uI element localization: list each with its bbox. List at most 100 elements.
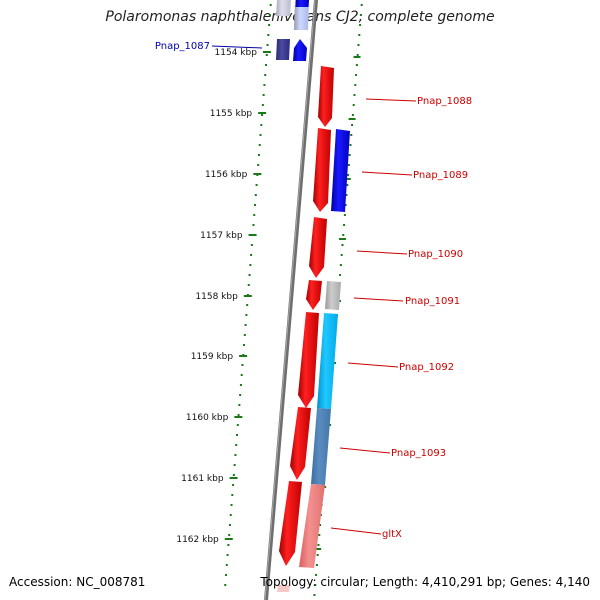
label-leader-lines [211,45,417,535]
ring-dot [353,94,356,96]
ring-dot [359,24,362,26]
gene-label[interactable]: Pnap_1088 [417,96,472,107]
scale-dot [226,554,229,556]
ring-dot [341,244,344,246]
scale-dot [239,384,242,386]
leader-line [361,171,413,176]
accession-label: Accession: NC_008781 [9,575,146,589]
scale-dot [250,244,253,246]
ring-dot [315,564,318,566]
gene-label[interactable]: Pnap_1091 [405,296,460,307]
bottom-partial-feature [277,585,290,592]
ring-dot [354,84,357,86]
scale-dot [231,494,234,496]
scale-dot [229,514,232,516]
leader-line [356,250,408,255]
leader-line [347,362,399,368]
ring-dot [352,104,355,106]
leader-line [211,45,263,49]
scale-dot [257,154,260,156]
scale-dot [257,164,260,166]
genome-backbone [264,0,318,600]
gene-pnap-1091-grey [325,281,341,310]
tick-label: 1161 kbp [181,474,224,484]
scale-dot [266,44,269,46]
gene-label[interactable]: Pnap_1093 [391,448,446,459]
ring-dot [319,524,322,526]
gene-pnap-1093-red [290,407,311,480]
ring-dot [339,264,342,266]
gene-pnap-1091-red [306,280,322,310]
scale-dot [246,304,249,306]
ring-tick [353,56,361,58]
tick-label: 1155 kbp [210,109,253,119]
top-partial-feature-blue [295,0,309,7]
ring-dot [343,224,346,226]
gene-label[interactable]: gltX [382,529,402,540]
scale-dot [261,104,264,106]
genome-backbone-highlight [264,0,316,600]
ring-dot [355,74,358,76]
ring-dot [316,554,319,556]
ring-dot [348,154,351,156]
position-scale [224,4,272,586]
gene-label[interactable]: Pnap_1089 [413,170,468,181]
leader-line [339,447,391,454]
major-tick [234,416,243,418]
scale-dot [265,54,268,56]
gene-label[interactable]: Pnap_1090 [408,249,463,260]
top-partial-feature-grey [276,0,291,16]
ring-dot [344,204,347,206]
scale-dot [228,524,231,526]
scale-dot [269,4,272,6]
major-tick [229,477,238,479]
ring-dot [359,14,362,16]
scale-dot [268,24,271,26]
gene-gltx-pink [299,484,325,568]
scale-dot [232,484,235,486]
scale-dot [225,564,228,566]
scale-dot [258,144,261,146]
scale-dot [243,344,246,346]
scale-dot [241,364,244,366]
gene-pnap-1090 [309,217,327,278]
ring-tick [348,118,356,120]
scale-dot [259,134,262,136]
tick-label: 1160 kbp [186,413,229,423]
scale-dot [238,404,241,406]
scale-dot [262,94,265,96]
ring-dot [343,214,346,216]
genome-summary-label: Topology: circular; Length: 4,410,291 bp… [260,575,590,589]
top-partial-feature-lavender [294,0,309,30]
ring-dot [345,194,348,196]
gene-pnap-1092-cyan [317,313,338,409]
gene-label[interactable]: Pnap_1092 [399,362,454,373]
scale-dot [235,444,238,446]
scale-dot [252,224,255,226]
gene-labels: Pnap_1087 Pnap_1088 Pnap_1089 Pnap_1090 Pnap… [155,41,472,540]
ring-dot [339,274,342,276]
ring-tick [343,178,351,180]
ring-dot [360,4,363,6]
ring-tick [314,548,322,550]
ring-dot [318,534,321,536]
ring-dot [347,174,350,176]
major-tick [239,355,248,357]
major-tick [262,51,271,53]
gene-pnap-1087-arrow [293,39,307,61]
major-tick [248,234,257,236]
ring-tick [338,238,346,240]
ring-dot [342,234,345,236]
ring-dot [356,54,359,56]
scale-dot [239,394,242,396]
ring-dot [351,114,354,116]
major-tick [243,295,252,297]
tick-label: 1154 kbp [215,48,258,58]
scale-dot [250,254,253,256]
ring-dot [355,64,358,66]
gene-label[interactable]: Pnap_1087 [155,41,210,52]
leader-line [365,98,417,102]
tick-label: 1159 kbp [191,352,234,362]
gene-pnap-1092-red [298,312,319,408]
ring-dot [314,584,317,586]
